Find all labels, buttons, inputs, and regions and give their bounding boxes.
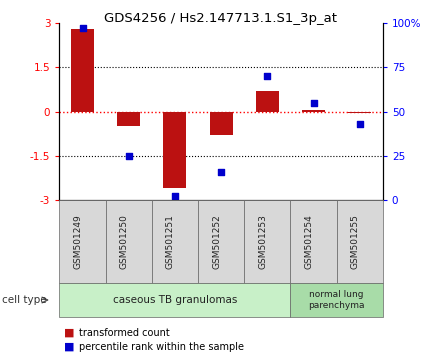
Text: GSM501255: GSM501255 [351,214,360,269]
Text: GSM501249: GSM501249 [73,214,83,269]
Text: GSM501251: GSM501251 [166,214,175,269]
Point [79,25,86,31]
Text: caseous TB granulomas: caseous TB granulomas [113,295,237,305]
Text: ■: ■ [64,342,74,352]
Point [172,194,179,199]
Text: GSM501250: GSM501250 [120,214,129,269]
Text: GSM501252: GSM501252 [212,214,221,269]
Text: GSM501254: GSM501254 [304,214,314,269]
Text: ■: ■ [64,328,74,338]
Point [218,169,225,175]
Bar [117,112,140,126]
Point [310,100,317,105]
Bar [163,112,187,188]
Text: GSM501253: GSM501253 [258,214,268,269]
Text: cell type: cell type [2,295,47,305]
Text: transformed count: transformed count [79,328,170,338]
Text: percentile rank within the sample: percentile rank within the sample [79,342,244,352]
Point [125,153,132,159]
Bar [302,110,325,112]
Point [356,121,363,127]
Bar [71,29,94,112]
Text: GDS4256 / Hs2.147713.1.S1_3p_at: GDS4256 / Hs2.147713.1.S1_3p_at [103,12,337,25]
Bar [348,112,371,113]
Point [264,73,271,79]
Bar [209,112,233,135]
Text: normal lung
parenchyma: normal lung parenchyma [308,290,365,310]
Bar [256,91,279,112]
